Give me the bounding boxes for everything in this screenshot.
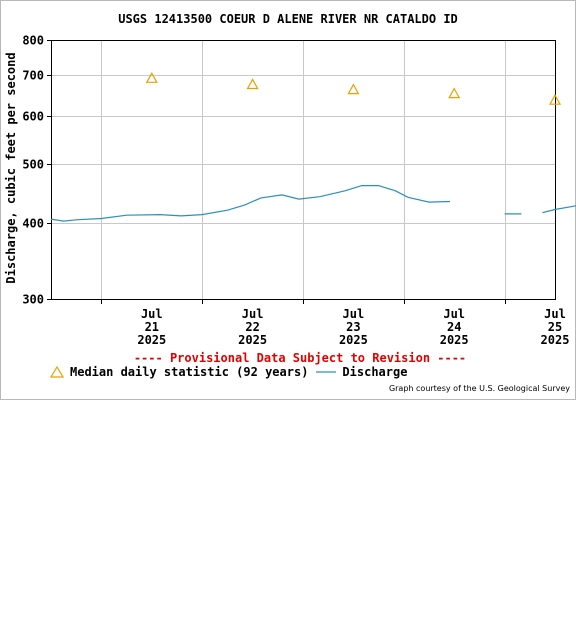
x-tick-label: Jul [141, 307, 163, 321]
x-tick-label: 2025 [137, 333, 166, 347]
y-tick-label: 800 [22, 34, 44, 48]
plot-border [51, 40, 556, 300]
x-tick-label: 25 [548, 320, 562, 334]
median-marker [246, 78, 259, 90]
discharge-series-line [50, 185, 451, 222]
x-tick-label: 22 [245, 320, 259, 334]
y-tick-label: 500 [22, 158, 44, 172]
x-tick-label: 24 [447, 320, 461, 334]
x-tick-label: Jul [443, 307, 465, 321]
x-tick-label: Jul [544, 307, 566, 321]
chart-title: USGS 12413500 COEUR D ALENE RIVER NR CAT… [118, 12, 458, 26]
legend-item-median: Median daily statistic (92 years) [50, 365, 308, 379]
median-marker [145, 72, 158, 83]
triangle-marker-icon [50, 366, 64, 378]
legend-item-discharge: Discharge [316, 365, 407, 379]
legend-median-label: Median daily statistic (92 years) [70, 365, 309, 379]
x-tick-label: 2025 [238, 333, 267, 347]
chart-frame [0, 0, 576, 400]
x-tick-label: 2025 [541, 333, 570, 347]
median-marker [548, 93, 562, 105]
y-tick-label: 400 [22, 217, 44, 231]
x-tick-label: 23 [346, 320, 360, 334]
chart-plot: 300400500600700800Jul212025Jul222025Jul2… [22, 34, 576, 347]
y-tick-label: 600 [22, 110, 44, 124]
x-tick-label: 2025 [339, 333, 368, 347]
courtesy-note: Graph courtesy of the U.S. Geological Su… [388, 384, 570, 393]
x-tick-label: 21 [145, 320, 159, 334]
y-tick-label: 300 [22, 293, 44, 307]
legend: Median daily statistic (92 years) Discha… [50, 365, 415, 379]
y-tick-label: 700 [22, 69, 44, 83]
legend-discharge-label: Discharge [342, 365, 408, 379]
line-swatch-icon [316, 371, 337, 373]
provisional-notice: ---- Provisional Data Subject to Revisio… [133, 351, 467, 365]
median-marker [347, 83, 360, 95]
median-marker [448, 87, 461, 99]
x-tick-label: Jul [242, 307, 264, 321]
x-tick-label: 2025 [440, 333, 469, 347]
x-tick-label: Jul [343, 307, 365, 321]
discharge-series-line [542, 205, 576, 214]
